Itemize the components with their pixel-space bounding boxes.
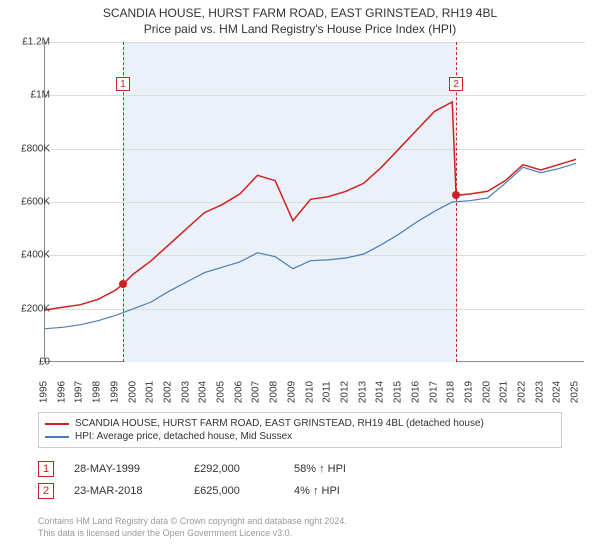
legend: SCANDIA HOUSE, HURST FARM ROAD, EAST GRI… <box>38 412 562 448</box>
sale-price: £292,000 <box>194 463 274 475</box>
x-tick-label: 2016 <box>410 381 421 403</box>
x-tick-label: 2024 <box>552 381 563 403</box>
x-tick-label: 2001 <box>145 381 156 403</box>
legend-item: SCANDIA HOUSE, HURST FARM ROAD, EAST GRI… <box>45 417 555 430</box>
x-tick-label: 2006 <box>233 381 244 403</box>
x-tick-label: 2019 <box>463 381 474 403</box>
sale-row: 2 23-MAR-2018 £625,000 4% ↑ HPI <box>38 480 394 502</box>
x-tick-label: 2004 <box>198 381 209 403</box>
sale-marker-box: 2 <box>38 483 54 499</box>
chart-title-main: SCANDIA HOUSE, HURST FARM ROAD, EAST GRI… <box>0 6 600 20</box>
plot-region: 12 <box>44 42 584 362</box>
y-tick-label: £1M <box>31 90 50 101</box>
footer-line: Contains HM Land Registry data © Crown c… <box>38 516 347 528</box>
sale-dot <box>452 191 460 199</box>
x-tick-label: 2018 <box>446 381 457 403</box>
series-price_paid <box>45 102 576 310</box>
footer-line: This data is licensed under the Open Gov… <box>38 528 347 540</box>
x-tick-label: 2020 <box>481 381 492 403</box>
legend-label: HPI: Average price, detached house, Mid … <box>75 431 292 442</box>
y-tick-label: £1.2M <box>22 37 50 48</box>
y-tick-label: £600K <box>21 197 50 208</box>
x-axis-labels: 1995199619971998199920002001200220032004… <box>44 364 584 404</box>
sale-marker-on-chart: 2 <box>449 77 463 91</box>
sale-diff: 4% ↑ HPI <box>294 485 394 497</box>
x-tick-label: 2013 <box>357 381 368 403</box>
y-tick-label: £400K <box>21 250 50 261</box>
sale-marker-box: 1 <box>38 461 54 477</box>
x-tick-label: 2022 <box>517 381 528 403</box>
x-tick-label: 2009 <box>286 381 297 403</box>
sale-row: 1 28-MAY-1999 £292,000 58% ↑ HPI <box>38 458 394 480</box>
footer-attribution: Contains HM Land Registry data © Crown c… <box>38 516 347 539</box>
x-tick-label: 1995 <box>39 381 50 403</box>
x-tick-label: 1999 <box>109 381 120 403</box>
chart-title-block: SCANDIA HOUSE, HURST FARM ROAD, EAST GRI… <box>0 0 600 38</box>
x-tick-label: 2008 <box>269 381 280 403</box>
sale-price: £625,000 <box>194 485 274 497</box>
series-hpi <box>45 163 576 328</box>
chart-area: 12 1995199619971998199920002001200220032… <box>36 42 596 402</box>
x-tick-label: 2014 <box>375 381 386 403</box>
sale-date: 28-MAY-1999 <box>74 463 174 475</box>
y-tick-label: £0 <box>39 357 50 368</box>
x-tick-label: 2025 <box>570 381 581 403</box>
legend-swatch <box>45 423 69 425</box>
y-tick-label: £200K <box>21 303 50 314</box>
sale-dot <box>119 280 127 288</box>
x-tick-label: 1997 <box>74 381 85 403</box>
legend-item: HPI: Average price, detached house, Mid … <box>45 430 555 443</box>
x-tick-label: 2007 <box>251 381 262 403</box>
x-tick-label: 2005 <box>216 381 227 403</box>
x-tick-label: 2023 <box>534 381 545 403</box>
sale-date: 23-MAR-2018 <box>74 485 174 497</box>
x-tick-label: 2012 <box>339 381 350 403</box>
x-tick-label: 1998 <box>92 381 103 403</box>
x-tick-label: 2011 <box>322 381 333 403</box>
x-tick-label: 2010 <box>304 381 315 403</box>
x-tick-label: 2002 <box>162 381 173 403</box>
legend-swatch <box>45 436 69 438</box>
x-tick-label: 1996 <box>56 381 67 403</box>
x-tick-label: 2015 <box>393 381 404 403</box>
sales-table: 1 28-MAY-1999 £292,000 58% ↑ HPI 2 23-MA… <box>38 458 394 502</box>
x-tick-label: 2000 <box>127 381 138 403</box>
y-tick-label: £800K <box>21 143 50 154</box>
x-tick-label: 2021 <box>499 381 510 403</box>
sale-diff: 58% ↑ HPI <box>294 463 394 475</box>
chart-title-sub: Price paid vs. HM Land Registry's House … <box>0 22 600 36</box>
x-tick-label: 2017 <box>428 381 439 403</box>
sale-marker-on-chart: 1 <box>116 77 130 91</box>
x-tick-label: 2003 <box>180 381 191 403</box>
legend-label: SCANDIA HOUSE, HURST FARM ROAD, EAST GRI… <box>75 418 484 429</box>
